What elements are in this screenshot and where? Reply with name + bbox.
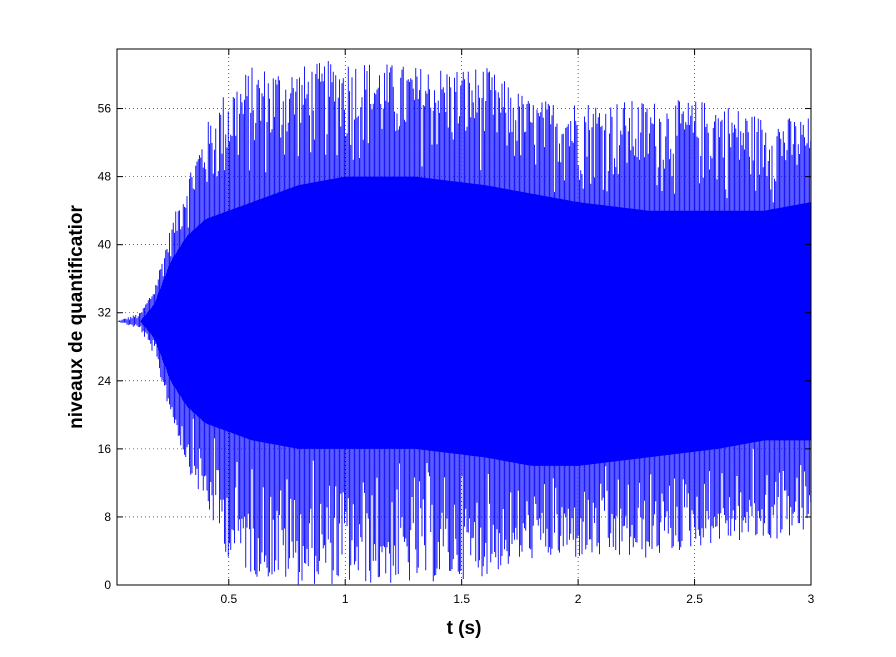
y-axis-label: niveaux de quantificatior bbox=[66, 204, 87, 428]
y-tick-label: 32 bbox=[98, 306, 112, 320]
signal-line bbox=[117, 61, 812, 585]
x-tick-label: 3 bbox=[808, 592, 815, 606]
x-axis-label: t (s) bbox=[447, 618, 482, 639]
signal-series bbox=[117, 61, 812, 585]
y-tick-label: 0 bbox=[104, 578, 111, 592]
y-tick-label: 24 bbox=[98, 374, 112, 388]
y-tick-label: 56 bbox=[98, 102, 112, 116]
ticks: 0.5 1 1.5 2 2.5 3 0 8 16 24 32 40 48 56 bbox=[98, 49, 815, 606]
y-tick-label: 48 bbox=[98, 170, 112, 184]
x-tick-label: 0.5 bbox=[220, 592, 237, 606]
plot-frame bbox=[116, 48, 812, 586]
x-tick-label: 2.5 bbox=[686, 592, 703, 606]
y-tick-label: 40 bbox=[98, 238, 112, 252]
x-tick-label: 1 bbox=[342, 592, 349, 606]
y-tick-label: 16 bbox=[98, 442, 112, 456]
x-tick-label: 1.5 bbox=[453, 592, 470, 606]
x-tick-label: 2 bbox=[575, 592, 582, 606]
y-tick-label: 8 bbox=[104, 510, 111, 524]
